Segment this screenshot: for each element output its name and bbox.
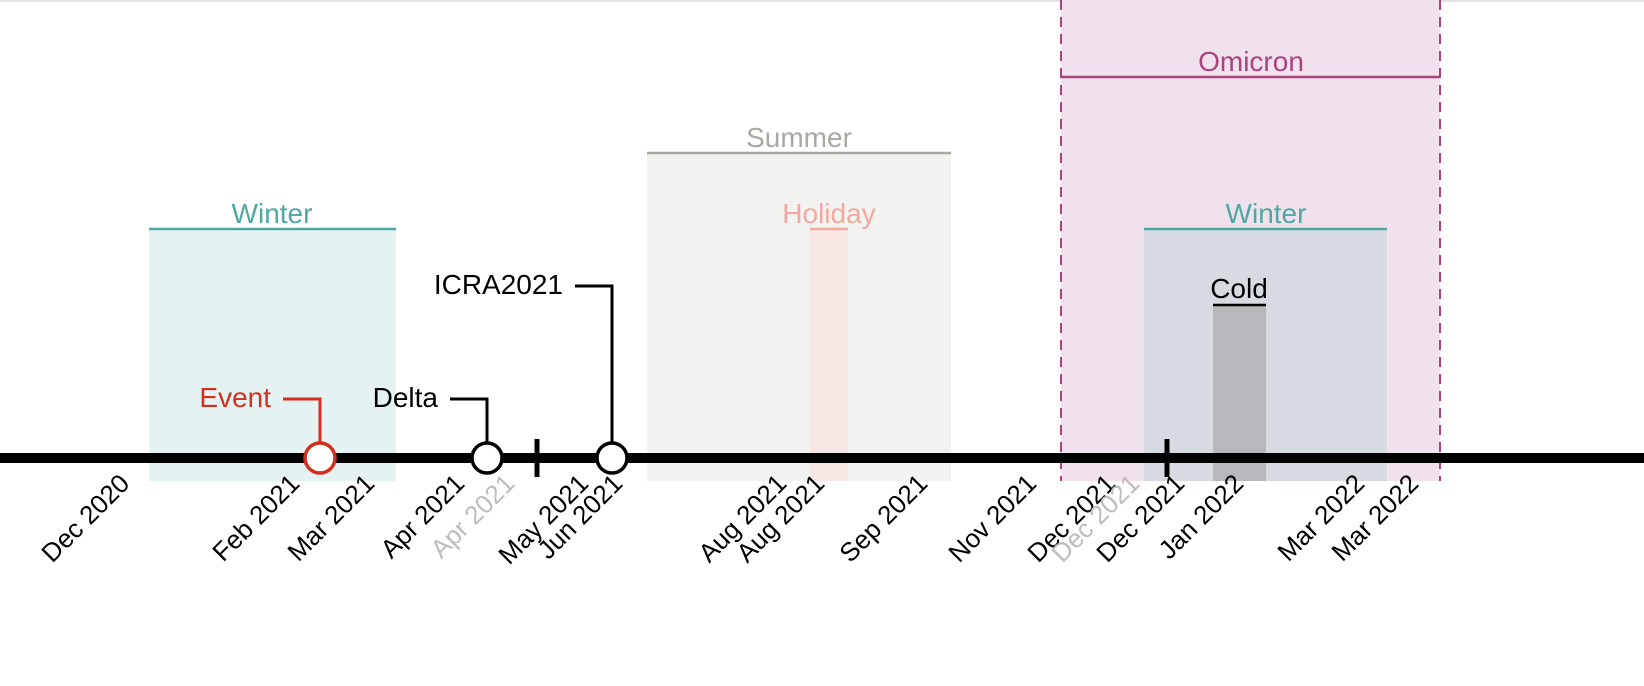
delta-marker-leader — [450, 397, 489, 442]
event-marker-label: Event — [199, 382, 271, 413]
tick-label: Sep 2021 — [833, 468, 933, 568]
tick-labels: Dec 2020 Feb 2021 Mar 2021 Apr 2021 Apr … — [35, 468, 1424, 570]
period-holiday-label: Holiday — [782, 198, 875, 229]
event-marker-leader — [283, 397, 322, 442]
period-winter-1-band — [149, 229, 396, 481]
delta-marker-label: Delta — [373, 382, 439, 413]
period-cold-label: Cold — [1210, 273, 1268, 304]
icra-marker-label: ICRA2021 — [434, 269, 563, 300]
period-summer-band — [647, 153, 951, 481]
period-winter-1-label: Winter — [232, 198, 313, 229]
event-marker-circle — [303, 441, 337, 475]
period-winter-2-label: Winter — [1226, 198, 1307, 229]
icra-marker-circle — [595, 441, 629, 475]
top-border — [0, 0, 1644, 2]
tick-label: Dec 2020 — [35, 468, 135, 568]
period-holiday-band — [810, 229, 848, 481]
period-summer-label: Summer — [746, 122, 852, 153]
icra-marker-leader — [575, 284, 614, 442]
period-omicron-label: Omicron — [1198, 46, 1304, 77]
delta-marker-circle — [470, 441, 504, 475]
period-cold-band — [1213, 305, 1266, 481]
